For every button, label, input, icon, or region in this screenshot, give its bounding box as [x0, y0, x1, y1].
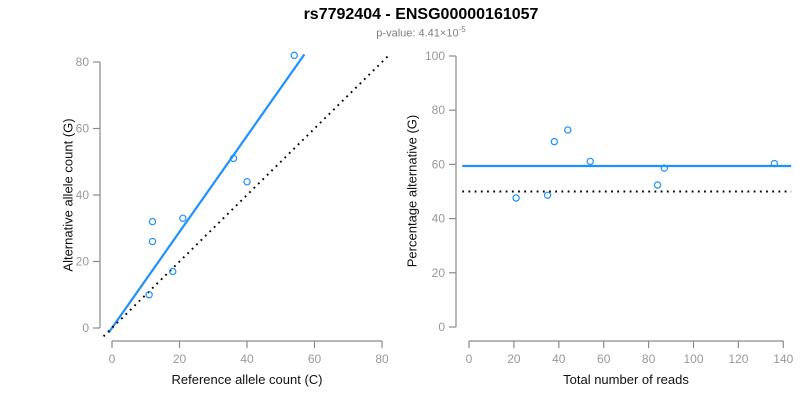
x-tick-label: 140 — [773, 352, 793, 366]
data-point — [550, 137, 559, 146]
data-point — [243, 177, 251, 186]
data-point — [169, 267, 177, 276]
x-tick-label: 120 — [728, 352, 748, 366]
left-y-axis-title: Alternative allele count (G) — [60, 118, 76, 272]
figure-title: rs7792404 - ENSG00000161057 — [303, 6, 539, 23]
y-tick-label: 40 — [432, 212, 446, 226]
y-tick-label: 80 — [432, 103, 446, 117]
x-tick-label: 80 — [375, 352, 389, 366]
x-tick-label: 60 — [597, 352, 611, 366]
y-tick-label: 20 — [432, 266, 446, 280]
y-tick-label: 40 — [76, 188, 90, 202]
data-point — [770, 159, 779, 168]
p-value-text: p-value: 4.41×10 — [376, 27, 459, 40]
x-tick-label: 100 — [683, 352, 703, 366]
x-tick-label: 20 — [507, 352, 521, 366]
data-point — [290, 51, 298, 60]
x-tick-label: 0 — [466, 352, 473, 366]
data-point — [564, 126, 572, 134]
p-value-exponent: -5 — [458, 25, 466, 34]
data-point — [145, 291, 153, 299]
right-y-axis-title: Percentage alternative (G) — [404, 114, 420, 268]
left-x-axis-title: Reference allele count (C) — [171, 372, 323, 387]
x-tick-label: 40 — [552, 352, 566, 366]
data-point — [653, 181, 662, 189]
y-tick-label: 0 — [82, 321, 89, 335]
x-tick-label: 0 — [109, 352, 116, 366]
data-point — [148, 217, 157, 226]
x-tick-label: 20 — [173, 352, 187, 366]
y-tick-label: 20 — [76, 255, 90, 269]
data-point — [543, 191, 552, 199]
x-tick-label: 60 — [308, 352, 322, 366]
figure-subtitle: p-value: 4.41×10-5 — [376, 25, 465, 40]
x-tick-label: 80 — [642, 352, 656, 366]
fit-line — [107, 53, 306, 334]
y-tick-label: 60 — [432, 157, 446, 171]
y-tick-label: 60 — [76, 122, 90, 136]
y-tick-label: 100 — [425, 49, 445, 63]
data-point — [586, 157, 594, 166]
data-point — [512, 194, 520, 202]
data-point — [660, 164, 669, 172]
y-tick-label: 0 — [438, 320, 445, 334]
data-point — [229, 154, 238, 163]
data-point — [179, 214, 187, 222]
x-tick-label: 40 — [240, 352, 254, 366]
y-tick-label: 80 — [76, 55, 90, 69]
right-x-axis-title: Total number of reads — [563, 372, 689, 387]
identity-line — [102, 55, 389, 337]
data-point — [148, 237, 157, 246]
